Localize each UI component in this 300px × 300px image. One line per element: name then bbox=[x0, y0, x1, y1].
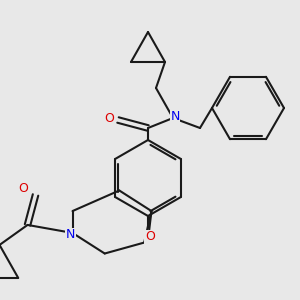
Text: O: O bbox=[19, 182, 28, 195]
Text: O: O bbox=[145, 230, 155, 244]
Text: N: N bbox=[170, 110, 180, 122]
Text: N: N bbox=[66, 228, 75, 242]
Text: O: O bbox=[104, 112, 114, 124]
